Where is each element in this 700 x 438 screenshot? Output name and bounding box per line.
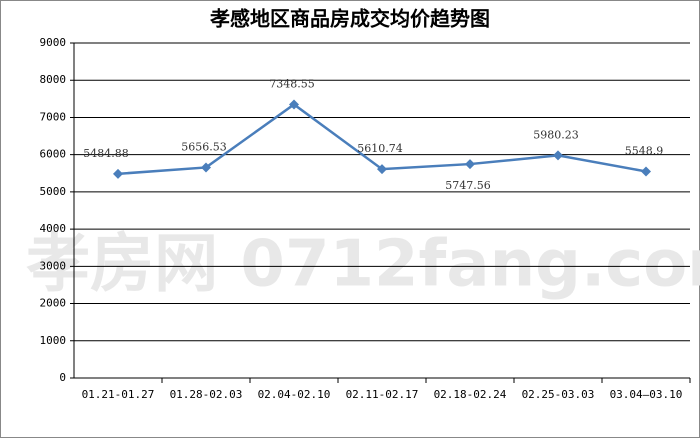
value-label: 5610.74 bbox=[357, 142, 403, 155]
marker bbox=[641, 166, 651, 177]
y-tick-label: 6000 bbox=[40, 148, 67, 161]
y-tick-label: 2000 bbox=[40, 297, 67, 310]
value-label: 5484.88 bbox=[83, 147, 129, 160]
y-tick-label: 7000 bbox=[40, 110, 67, 123]
y-tick-label: 0 bbox=[59, 371, 66, 384]
value-label: 5548.9 bbox=[625, 144, 664, 157]
x-tick-label: 01.21-01.27 bbox=[82, 388, 155, 401]
value-label: 7348.55 bbox=[269, 77, 315, 90]
x-tick-label: 02.11-02.17 bbox=[346, 388, 419, 401]
x-tick-label: 01.28-02.03 bbox=[170, 388, 243, 401]
marker bbox=[289, 99, 299, 110]
marker bbox=[465, 159, 475, 170]
y-tick-label: 5000 bbox=[40, 185, 67, 198]
x-tick-label: 02.04-02.10 bbox=[258, 388, 331, 401]
marker bbox=[201, 162, 211, 173]
x-tick-label: 02.18-02.24 bbox=[434, 388, 507, 401]
marker bbox=[113, 168, 123, 179]
marker bbox=[553, 150, 563, 161]
value-label: 5980.23 bbox=[533, 128, 579, 141]
y-tick-label: 1000 bbox=[40, 334, 67, 347]
marker bbox=[377, 164, 387, 175]
value-label: 5656.53 bbox=[181, 140, 227, 153]
y-tick-label: 9000 bbox=[40, 36, 67, 49]
chart-title: 孝感地区商品房成交均价趋势图 bbox=[209, 7, 490, 31]
x-tick-label: 03.04—03.10 bbox=[610, 388, 683, 401]
y-tick-label: 8000 bbox=[40, 73, 67, 86]
y-tick-label: 4000 bbox=[40, 222, 67, 235]
x-tick-label: 02.25-03.03 bbox=[522, 388, 595, 401]
watermark: 孝房网 0712fang.com bbox=[26, 228, 700, 302]
y-tick-label: 3000 bbox=[40, 259, 67, 272]
value-label: 5747.56 bbox=[445, 179, 491, 192]
